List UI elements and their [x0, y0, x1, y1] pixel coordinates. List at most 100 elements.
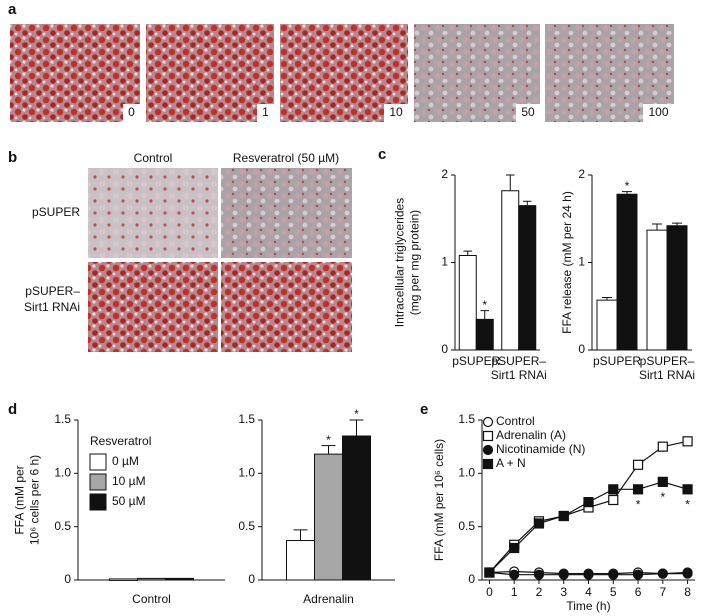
- bar: [666, 225, 688, 351]
- y-tick-label: 0.5: [458, 519, 475, 533]
- marker: [682, 568, 693, 579]
- marker: [682, 436, 693, 447]
- y-tick-label: 0: [578, 342, 585, 356]
- micrograph: [88, 262, 218, 352]
- image-label: 1: [262, 105, 269, 119]
- marker: [509, 542, 520, 554]
- bar: [501, 190, 520, 351]
- x-tick-label: 4: [585, 585, 592, 599]
- marker: [558, 510, 569, 522]
- legend-marker: [482, 458, 494, 470]
- legend-swatch: [89, 493, 107, 511]
- label-box: [516, 104, 540, 122]
- micrograph: [221, 262, 352, 352]
- bar: [165, 577, 194, 581]
- y-tick-label: 1: [578, 255, 585, 269]
- marker: [682, 484, 693, 495]
- y-tick-label: 0: [248, 572, 255, 586]
- marker: [657, 441, 668, 452]
- legend-label: A + N: [496, 456, 526, 470]
- y-tick-label: 1.5: [238, 412, 255, 426]
- x-tick-label: pSUPER–: [640, 354, 695, 368]
- marker: [583, 569, 594, 580]
- marker: [608, 569, 619, 580]
- panel-label: d: [8, 401, 17, 418]
- significance: *: [636, 498, 641, 512]
- series-line: [489, 481, 688, 573]
- x-axis-label: Time (h): [566, 599, 610, 613]
- marker: [632, 459, 644, 470]
- y-axis-label: 10⁶ cells per 6 h): [28, 455, 42, 545]
- y-tick-label: 1.5: [458, 412, 475, 426]
- panel-label: e: [420, 401, 428, 418]
- bar: [109, 578, 138, 581]
- legend-label: 50 µM: [112, 494, 146, 508]
- y-axis-label: FFA (mM per 10⁶ cells): [432, 439, 446, 561]
- y-tick-label: 1.0: [238, 466, 255, 480]
- x-tick-label: 5: [610, 585, 617, 599]
- x-tick-label: pSUPER: [593, 354, 641, 368]
- x-tick-label: Sirt1 RNAi: [491, 368, 547, 382]
- bar: [342, 435, 371, 581]
- micrograph: [10, 24, 140, 122]
- bar: [475, 318, 494, 351]
- marker: [533, 569, 545, 580]
- legend-marker: [482, 444, 494, 456]
- x-tick-label: 6: [635, 585, 642, 599]
- panel-label: c: [378, 146, 386, 163]
- bar: [646, 229, 668, 351]
- micrograph: [146, 24, 274, 122]
- marker: [657, 476, 668, 487]
- marker: [509, 569, 520, 580]
- label-box: [384, 104, 408, 122]
- x-tick-label: 3: [560, 585, 567, 599]
- column-label: Control: [134, 151, 173, 165]
- x-tick-label: 1: [511, 585, 518, 599]
- legend-title: Resveratrol: [90, 434, 151, 448]
- y-tick-label: 0: [441, 342, 448, 356]
- y-tick-label: 0: [468, 572, 475, 586]
- label-box: [643, 104, 674, 122]
- x-tick-label: Control: [132, 592, 171, 606]
- y-tick-label: 2: [441, 167, 448, 181]
- y-axis-label: FFA (mM per: [13, 465, 27, 534]
- y-tick-label: 2: [578, 167, 585, 181]
- legend-marker: [482, 416, 494, 428]
- y-axis-label: Intracellular triglycerides: [393, 198, 407, 327]
- bar: [518, 205, 537, 351]
- y-tick-label: 1: [441, 255, 448, 269]
- y-tick-label: 1.5: [54, 412, 71, 426]
- legend-label: Nicotinamide (N): [496, 442, 585, 456]
- x-tick-label: pSUPER–: [491, 354, 546, 368]
- image-label: 10: [389, 105, 403, 119]
- image-label: 100: [648, 105, 668, 119]
- marker: [608, 484, 619, 495]
- panel-a-images: [10, 24, 674, 122]
- marker: [533, 518, 545, 529]
- legend-swatch: [89, 473, 107, 491]
- legend-label: Adrenalin (A): [496, 428, 566, 442]
- legend-marker: [482, 430, 494, 442]
- x-tick-label: 8: [684, 585, 691, 599]
- marker: [484, 567, 495, 578]
- x-tick-label: Sirt1 RNAi: [639, 368, 695, 382]
- marker: [558, 569, 569, 580]
- row-label: Sirt1 RNAi: [24, 300, 80, 314]
- panel-label: a: [8, 1, 17, 18]
- bar: [458, 255, 477, 351]
- significance: *: [326, 433, 331, 447]
- y-tick-label: 0.5: [54, 519, 71, 533]
- bar: [596, 299, 618, 351]
- x-tick-label: 2: [536, 585, 543, 599]
- x-tick-label: 0: [486, 585, 493, 599]
- row-label: pSUPER: [32, 205, 80, 219]
- x-tick-label: Adrenalin: [303, 592, 354, 606]
- label-box: [257, 104, 274, 122]
- marker: [608, 494, 619, 506]
- bar: [286, 540, 315, 581]
- micrograph: [88, 168, 218, 258]
- significance: *: [625, 179, 630, 193]
- bar: [314, 453, 343, 581]
- significance: *: [660, 490, 665, 504]
